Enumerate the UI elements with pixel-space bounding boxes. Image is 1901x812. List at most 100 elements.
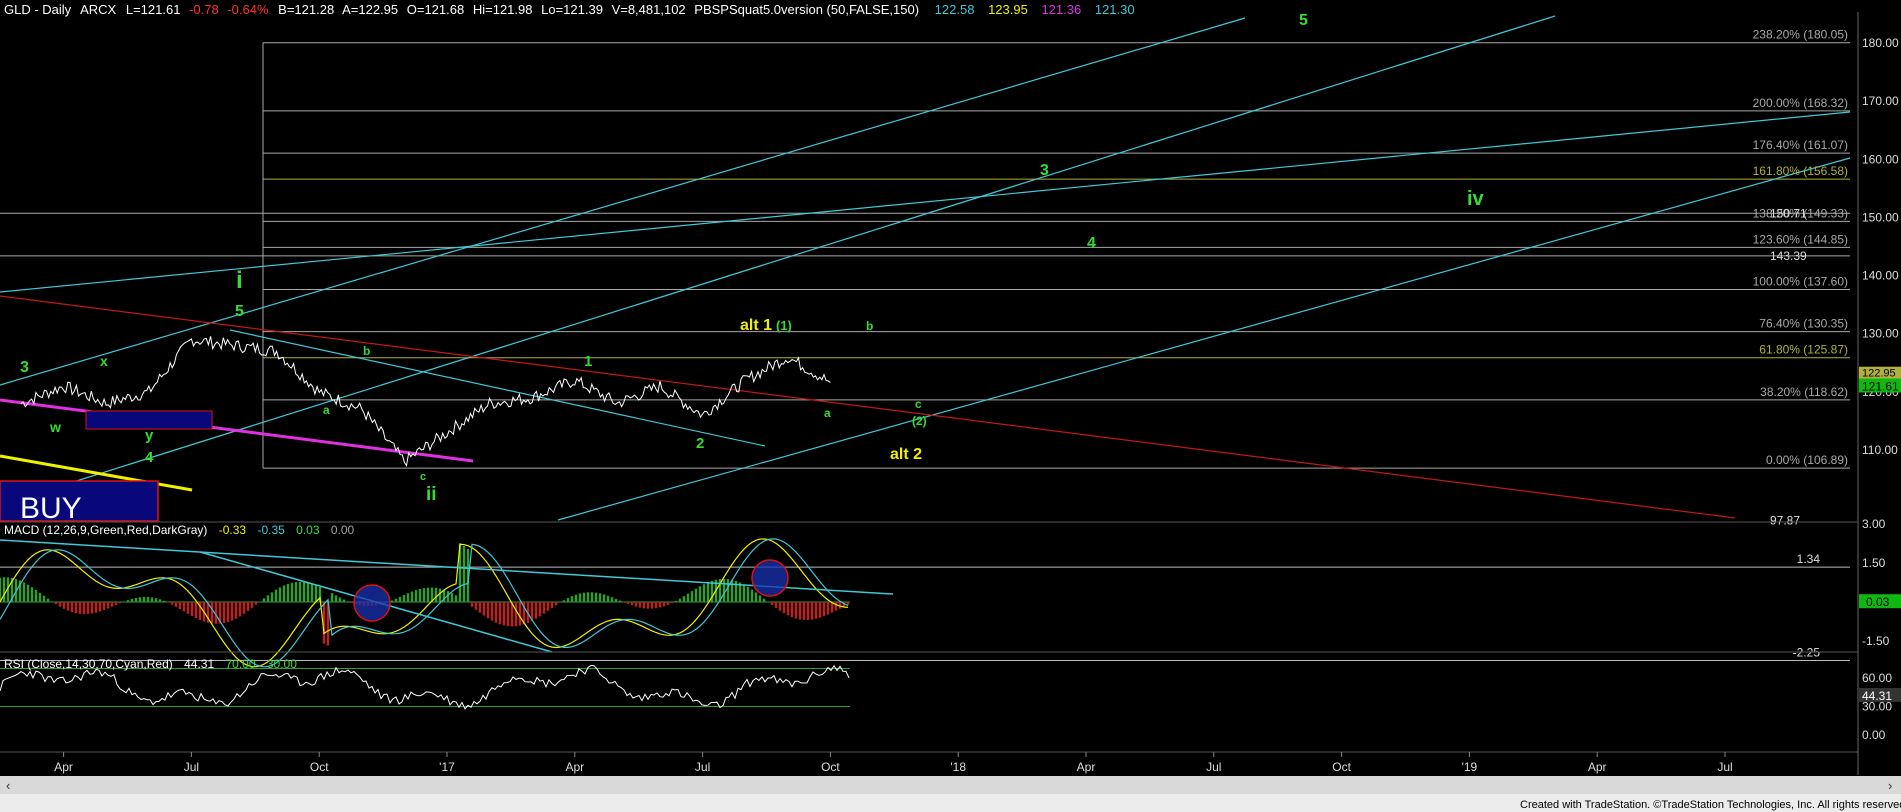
price-tick-label: 140.00	[1862, 269, 1899, 283]
fib-label: 138.20% (149.33)	[1753, 206, 1848, 220]
price-axis: 180.00170.00160.00150.00140.00130.00120.…	[1770, 36, 1901, 528]
wave-label: alt 2	[890, 446, 922, 463]
horizontal-scrollbar[interactable]	[0, 776, 1901, 794]
upper-price-tag-text: 122.95	[1862, 368, 1896, 380]
channel-line	[0, 111, 1851, 293]
macd-value-4: 0.00	[331, 523, 355, 537]
header-change-pct: -0.64%	[227, 2, 269, 17]
footer-bar	[0, 794, 1901, 812]
header-exchange: ARCX	[80, 2, 116, 17]
rsi-axis-label: 60.00	[1862, 671, 1892, 685]
macd-line	[0, 538, 849, 668]
macd-value-1: -0.33	[219, 523, 247, 537]
macd-axis-label: 1.50	[1862, 556, 1886, 570]
time-tick-label: Jul	[184, 760, 199, 774]
macd-signal-line	[0, 538, 849, 668]
price-line	[20, 336, 831, 467]
wave-label: iv	[1467, 188, 1485, 210]
wave-label: a	[824, 406, 831, 420]
rsi-title: RSI (Close,14,30,70,Cyan,Red)	[4, 657, 173, 671]
macd-header: MACD (12,26,9,Green,Red,DarkGray) -0.33 …	[4, 523, 355, 537]
last-price-text: 121.61	[1862, 379, 1899, 393]
wave-label: 2	[696, 435, 704, 452]
header-study-value-4: 121.30	[1095, 2, 1135, 17]
price-tick-label: 170.00	[1862, 94, 1899, 108]
macd-last-text: 0.03	[1866, 595, 1890, 609]
price-level-label: 97.87	[1770, 514, 1800, 528]
fib-label: 238.20% (180.05)	[1753, 28, 1848, 42]
wave-label: c	[915, 397, 922, 411]
fib-label: 123.60% (144.85)	[1753, 232, 1848, 246]
wave-label: i	[236, 267, 243, 294]
scroll-right-icon[interactable]: ›	[1888, 778, 1892, 793]
price-tick-label: 150.00	[1862, 210, 1899, 224]
header-study-value-1: 122.58	[935, 2, 975, 17]
price-tick-label: 130.00	[1862, 327, 1899, 341]
wave-label: 4	[1087, 235, 1096, 252]
macd-axis-label: 3.00	[1862, 517, 1886, 531]
time-tick-label: Jul	[695, 760, 710, 774]
time-tick-label: Apr	[54, 760, 73, 774]
wave-label: (2)	[912, 414, 927, 428]
macd-cross-marker	[353, 584, 391, 622]
chart-header: GLD - Daily ARCX L=121.61 -0.78 -0.64% B…	[4, 2, 1135, 17]
header-high: Hi=121.98	[473, 2, 533, 17]
header-volume: V=8,481,102	[612, 2, 686, 17]
rsi-value-1: 44.31	[184, 657, 214, 671]
time-tick-label: Apr	[565, 760, 584, 774]
wave-label: b	[866, 319, 873, 333]
time-tick-label: '18	[950, 760, 966, 774]
header-bid: B=121.28	[278, 2, 334, 17]
price-tick-label: 180.00	[1862, 36, 1899, 50]
trend-lines	[0, 295, 1736, 519]
wave-label: x	[100, 353, 108, 369]
price-level-label: 150.71	[1770, 206, 1807, 220]
channel-lines	[0, 15, 1851, 521]
wave-label: (1)	[776, 318, 792, 333]
macd-title: MACD (12,26,9,Green,Red,DarkGray)	[4, 523, 207, 537]
rsi-axis-label: 0.00	[1862, 728, 1886, 742]
price-tick-label: 160.00	[1862, 152, 1899, 166]
macd-value-2: -0.35	[257, 523, 285, 537]
channel-line	[0, 15, 1556, 506]
time-tick-label: Oct	[1332, 760, 1351, 774]
red-trendline	[0, 295, 1736, 519]
header-study: PBSPSquat5.0version (50,FALSE,150)	[694, 2, 919, 17]
fib-label: 161.80% (156.58)	[1753, 164, 1848, 178]
channel-line	[557, 157, 1851, 521]
fib-label: 176.40% (161.07)	[1753, 138, 1848, 152]
yellow-trendline	[0, 454, 193, 492]
wave-label: a	[323, 403, 330, 417]
rsi-line	[0, 664, 850, 710]
price-tick-label: 110.00	[1862, 443, 1898, 457]
wave-label: c	[420, 471, 426, 483]
fib-label: 0.00% (106.89)	[1766, 453, 1848, 467]
header-change: -0.78	[189, 2, 219, 17]
time-tick-label: Apr	[1588, 760, 1607, 774]
price-level-label: 143.39	[1770, 249, 1807, 263]
macd-level-label: 1.34	[1797, 552, 1821, 566]
time-tick-label: Oct	[821, 760, 840, 774]
macd-trendline	[0, 539, 894, 595]
wave-label: y	[145, 427, 154, 444]
time-tick-label: Apr	[1077, 760, 1096, 774]
fib-label: 76.40% (130.35)	[1759, 317, 1848, 331]
macd-value-3: 0.03	[296, 523, 320, 537]
macd-last-tag	[1859, 594, 1901, 609]
fib-label: 61.80% (125.87)	[1759, 343, 1848, 357]
time-tick-label: Oct	[310, 760, 329, 774]
header-last: L=121.61	[126, 2, 181, 17]
scroll-left-icon[interactable]: ‹	[6, 778, 10, 793]
last-price-tag	[1859, 378, 1901, 393]
time-tick-label: Jul	[1206, 760, 1221, 774]
channel-line	[0, 17, 1246, 386]
rsi-value-2: 70.00	[225, 657, 255, 671]
wave-label: b	[363, 344, 370, 358]
header-ask: A=122.95	[342, 2, 398, 17]
rsi-axis-label: 30.00	[1862, 700, 1892, 714]
wave-label: 4	[145, 449, 154, 466]
macd-panel: 1.34-2.253.001.50-1.500.03	[0, 517, 1901, 668]
wave-label: 5	[1299, 12, 1308, 29]
